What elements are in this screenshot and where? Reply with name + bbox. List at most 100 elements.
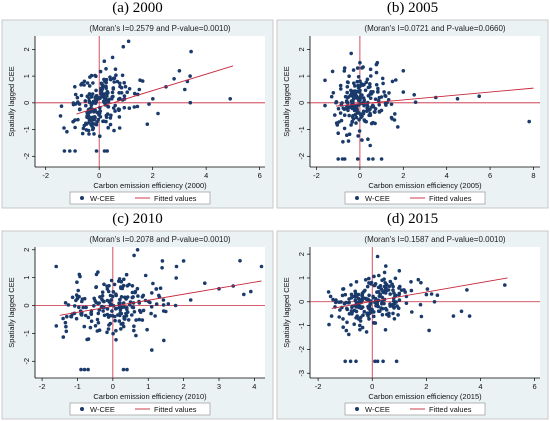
y-tick-label: -1 — [297, 322, 306, 329]
data-point — [149, 305, 154, 309]
data-point — [349, 88, 353, 93]
data-point — [114, 292, 118, 296]
data-point — [126, 39, 131, 44]
scatter-plot: (Moran's I=0.0721 and P-value=0.0660) -2 0… — [276, 19, 549, 209]
data-point — [125, 295, 130, 299]
data-point — [93, 299, 97, 303]
data-point — [132, 253, 136, 258]
data-point — [375, 254, 380, 259]
data-point — [355, 314, 359, 318]
data-point — [338, 83, 343, 88]
data-point — [188, 100, 193, 105]
data-point — [97, 112, 101, 117]
data-point — [183, 87, 187, 92]
data-point — [132, 328, 136, 333]
data-point — [130, 290, 135, 295]
data-point — [102, 59, 107, 63]
points-group — [54, 248, 264, 372]
data-point — [361, 83, 365, 87]
data-point — [121, 324, 126, 329]
data-point — [388, 279, 393, 284]
data-point — [80, 299, 84, 304]
data-point — [346, 108, 350, 113]
x-tick-label: 0 — [111, 382, 115, 391]
data-point — [59, 104, 64, 108]
data-point — [338, 111, 343, 115]
data-point — [368, 111, 372, 116]
data-point — [323, 78, 327, 83]
data-point — [342, 107, 347, 111]
data-point — [101, 99, 106, 104]
data-point — [393, 293, 398, 298]
data-point — [85, 81, 90, 85]
data-point — [137, 317, 141, 322]
data-point — [375, 60, 380, 65]
panel-title: (b) 2005 — [386, 0, 439, 16]
data-point — [158, 286, 163, 290]
y-tick-label: 2 — [22, 248, 31, 252]
data-point — [106, 104, 110, 109]
data-point — [106, 327, 111, 331]
legend-label: Fitted values — [154, 405, 197, 414]
data-point — [101, 309, 105, 313]
x-tick-label: -1 — [74, 382, 81, 391]
data-point — [119, 322, 123, 326]
data-point — [359, 93, 363, 98]
y-tick-label: -2 — [297, 346, 306, 353]
data-point — [113, 109, 117, 113]
data-point — [89, 95, 94, 99]
data-point — [77, 272, 82, 277]
data-point — [527, 119, 531, 124]
data-point — [427, 328, 431, 333]
data-point — [352, 322, 356, 326]
data-point — [122, 81, 126, 85]
data-point — [365, 106, 369, 110]
x-tick-label: 6 — [258, 171, 262, 180]
data-point — [94, 285, 99, 289]
data-point — [75, 95, 80, 100]
data-point — [363, 288, 367, 293]
data-point — [98, 69, 103, 74]
data-point — [98, 295, 102, 299]
data-point — [354, 293, 359, 297]
data-point — [424, 292, 429, 297]
data-point — [90, 124, 94, 128]
data-point — [344, 328, 349, 333]
data-point — [105, 307, 110, 311]
data-point — [345, 95, 350, 100]
data-point — [71, 119, 75, 124]
data-point — [345, 100, 349, 104]
data-point — [133, 289, 138, 294]
data-point — [435, 293, 440, 297]
data-point — [92, 132, 96, 136]
x-tick-label: 4 — [252, 382, 256, 391]
data-point — [376, 90, 380, 94]
data-point — [76, 100, 80, 104]
data-point — [84, 128, 89, 132]
data-point — [74, 316, 79, 321]
data-point — [381, 81, 385, 86]
data-point — [115, 79, 120, 84]
y-tick-label: -3 — [297, 370, 306, 377]
data-point — [350, 119, 354, 124]
data-point — [401, 69, 406, 73]
data-point — [339, 87, 343, 91]
data-point — [130, 313, 134, 317]
x-tick-label: 1 — [146, 382, 150, 391]
data-point — [147, 102, 151, 106]
data-point — [384, 264, 388, 268]
data-point — [418, 302, 423, 307]
data-point — [334, 100, 338, 105]
data-point — [100, 290, 105, 294]
data-point — [124, 311, 128, 316]
data-point — [360, 305, 365, 309]
data-point — [394, 359, 399, 364]
data-point — [141, 293, 146, 298]
data-point — [96, 321, 101, 325]
data-point — [410, 310, 414, 314]
data-point — [334, 121, 339, 125]
data-point — [467, 314, 472, 318]
data-point — [387, 284, 392, 289]
data-point — [372, 274, 376, 279]
data-point — [363, 278, 368, 282]
